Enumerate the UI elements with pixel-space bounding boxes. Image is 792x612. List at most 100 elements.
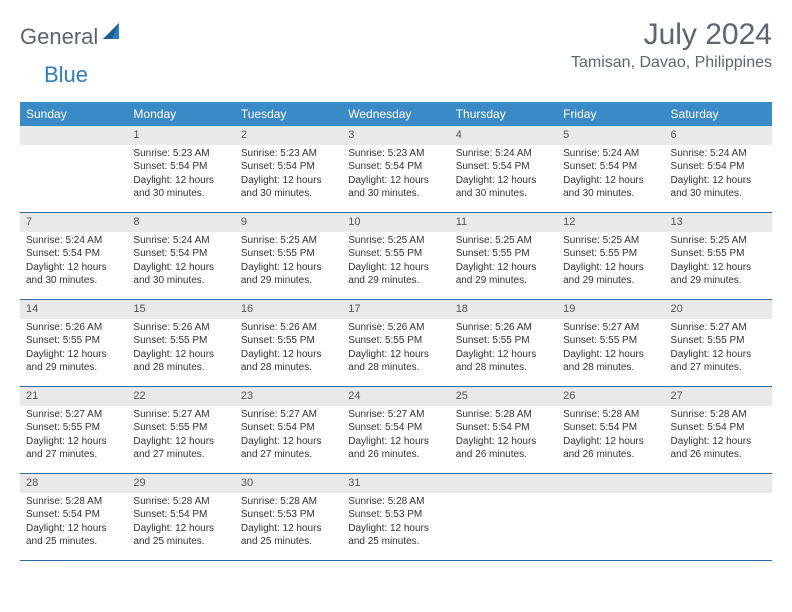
day-cell: 18Sunrise: 5:26 AMSunset: 5:55 PMDayligh… bbox=[450, 300, 557, 386]
day-cell: 23Sunrise: 5:27 AMSunset: 5:54 PMDayligh… bbox=[235, 387, 342, 473]
sunrise-text: Sunrise: 5:28 AM bbox=[348, 495, 443, 509]
sunset-text: Sunset: 5:54 PM bbox=[241, 421, 336, 435]
day-number: 10 bbox=[342, 213, 449, 232]
day-details: Sunrise: 5:27 AMSunset: 5:55 PMDaylight:… bbox=[20, 406, 127, 468]
day-cell: 22Sunrise: 5:27 AMSunset: 5:55 PMDayligh… bbox=[127, 387, 234, 473]
day-number: 7 bbox=[20, 213, 127, 232]
sunrise-text: Sunrise: 5:28 AM bbox=[671, 408, 766, 422]
day-cell: 3 Sunrise: 5:23 AMSunset: 5:54 PMDaylight… bbox=[342, 126, 449, 212]
daylight-text: Daylight: 12 hours and 28 minutes. bbox=[348, 348, 443, 375]
day-number: 29 bbox=[127, 474, 234, 493]
day-details: Sunrise: 5:26 AMSunset: 5:55 PMDaylight:… bbox=[20, 319, 127, 381]
day-details: Sunrise: 5:28 AMSunset: 5:54 PMDaylight:… bbox=[20, 493, 127, 555]
daylight-text: Daylight: 12 hours and 30 minutes. bbox=[133, 261, 228, 288]
daylight-text: Daylight: 12 hours and 26 minutes. bbox=[563, 435, 658, 462]
day-number: 27 bbox=[665, 387, 772, 406]
logo-text-general: General bbox=[20, 24, 98, 50]
sunrise-text: Sunrise: 5:27 AM bbox=[133, 408, 228, 422]
day-cell: 13Sunrise: 5:25 AMSunset: 5:55 PMDayligh… bbox=[665, 213, 772, 299]
day-number: 24 bbox=[342, 387, 449, 406]
day-number: 11 bbox=[450, 213, 557, 232]
day-details: Sunrise: 5:27 AMSunset: 5:54 PMDaylight:… bbox=[342, 406, 449, 468]
sunrise-text: Sunrise: 5:28 AM bbox=[456, 408, 551, 422]
sunset-text: Sunset: 5:54 PM bbox=[133, 508, 228, 522]
sunset-text: Sunset: 5:55 PM bbox=[671, 247, 766, 261]
sunset-text: Sunset: 5:55 PM bbox=[563, 334, 658, 348]
sunset-text: Sunset: 5:53 PM bbox=[241, 508, 336, 522]
day-cell: 4Sunrise: 5:24 AMSunset: 5:54 PMDaylight… bbox=[450, 126, 557, 212]
calendar: Sunday Monday Tuesday Wednesday Thursday… bbox=[20, 102, 772, 561]
day-number: 18 bbox=[450, 300, 557, 319]
day-number: 3 bbox=[342, 126, 449, 145]
day-number: 16 bbox=[235, 300, 342, 319]
logo-sail-icon bbox=[103, 23, 123, 46]
sunset-text: Sunset: 5:55 PM bbox=[563, 247, 658, 261]
weekday-header: Saturday bbox=[665, 102, 772, 126]
sunset-text: Sunset: 5:55 PM bbox=[241, 334, 336, 348]
weekday-header-row: Sunday Monday Tuesday Wednesday Thursday… bbox=[20, 102, 772, 126]
day-number: 6 bbox=[665, 126, 772, 145]
daylight-text: Daylight: 12 hours and 28 minutes. bbox=[456, 348, 551, 375]
day-cell: 1Sunrise: 5:23 AMSunset: 5:54 PMDaylight… bbox=[127, 126, 234, 212]
day-cell: 17Sunrise: 5:26 AMSunset: 5:55 PMDayligh… bbox=[342, 300, 449, 386]
day-number: 1 bbox=[127, 126, 234, 145]
day-number: 14 bbox=[20, 300, 127, 319]
sunset-text: Sunset: 5:54 PM bbox=[348, 160, 443, 174]
day-details: Sunrise: 5:24 AMSunset: 5:54 PMDaylight:… bbox=[665, 145, 772, 207]
sunrise-text: Sunrise: 5:23 AM bbox=[133, 147, 228, 161]
sunrise-text: Sunrise: 5:26 AM bbox=[456, 321, 551, 335]
day-cell: 12Sunrise: 5:25 AMSunset: 5:55 PMDayligh… bbox=[557, 213, 664, 299]
sunrise-text: Sunrise: 5:26 AM bbox=[241, 321, 336, 335]
daylight-text: Daylight: 12 hours and 28 minutes. bbox=[133, 348, 228, 375]
day-cell: 9Sunrise: 5:25 AMSunset: 5:55 PMDaylight… bbox=[235, 213, 342, 299]
day-number: 15 bbox=[127, 300, 234, 319]
daylight-text: Daylight: 12 hours and 30 minutes. bbox=[348, 174, 443, 201]
title-block: July 2024 Tamisan, Davao, Philippines bbox=[571, 18, 772, 72]
sunrise-text: Sunrise: 5:28 AM bbox=[563, 408, 658, 422]
day-details: Sunrise: 5:24 AMSunset: 5:54 PMDaylight:… bbox=[450, 145, 557, 207]
day-details: Sunrise: 5:28 AMSunset: 5:54 PMDaylight:… bbox=[665, 406, 772, 468]
sunrise-text: Sunrise: 5:24 AM bbox=[133, 234, 228, 248]
daylight-text: Daylight: 12 hours and 27 minutes. bbox=[241, 435, 336, 462]
day-cell: 19Sunrise: 5:27 AMSunset: 5:55 PMDayligh… bbox=[557, 300, 664, 386]
day-cell: 29Sunrise: 5:28 AMSunset: 5:54 PMDayligh… bbox=[127, 474, 234, 560]
sunset-text: Sunset: 5:54 PM bbox=[563, 160, 658, 174]
day-number: 17 bbox=[342, 300, 449, 319]
sunset-text: Sunset: 5:55 PM bbox=[348, 334, 443, 348]
day-details: Sunrise: 5:23 AMSunset: 5:54 PMDaylight:… bbox=[235, 145, 342, 207]
day-number: 25 bbox=[450, 387, 557, 406]
day-cell: 21Sunrise: 5:27 AMSunset: 5:55 PMDayligh… bbox=[20, 387, 127, 473]
sunrise-text: Sunrise: 5:23 AM bbox=[348, 147, 443, 161]
sunset-text: Sunset: 5:54 PM bbox=[456, 160, 551, 174]
daylight-text: Daylight: 12 hours and 26 minutes. bbox=[671, 435, 766, 462]
sunrise-text: Sunrise: 5:27 AM bbox=[26, 408, 121, 422]
daylight-text: Daylight: 12 hours and 29 minutes. bbox=[671, 261, 766, 288]
day-cell: 31Sunrise: 5:28 AMSunset: 5:53 PMDayligh… bbox=[342, 474, 449, 560]
day-cell: 30Sunrise: 5:28 AMSunset: 5:53 PMDayligh… bbox=[235, 474, 342, 560]
day-number: 8 bbox=[127, 213, 234, 232]
daylight-text: Daylight: 12 hours and 27 minutes. bbox=[26, 435, 121, 462]
weekday-header: Friday bbox=[557, 102, 664, 126]
day-cell: 15Sunrise: 5:26 AMSunset: 5:55 PMDayligh… bbox=[127, 300, 234, 386]
sunrise-text: Sunrise: 5:23 AM bbox=[241, 147, 336, 161]
daylight-text: Daylight: 12 hours and 28 minutes. bbox=[563, 348, 658, 375]
day-cell: 20Sunrise: 5:27 AMSunset: 5:55 PMDayligh… bbox=[665, 300, 772, 386]
sunset-text: Sunset: 5:53 PM bbox=[348, 508, 443, 522]
day-number: 31 bbox=[342, 474, 449, 493]
weekday-header: Monday bbox=[127, 102, 234, 126]
daylight-text: Daylight: 12 hours and 30 minutes. bbox=[133, 174, 228, 201]
day-cell: 25Sunrise: 5:28 AMSunset: 5:54 PMDayligh… bbox=[450, 387, 557, 473]
sunset-text: Sunset: 5:55 PM bbox=[26, 421, 121, 435]
daylight-text: Daylight: 12 hours and 29 minutes. bbox=[456, 261, 551, 288]
daylight-text: Daylight: 12 hours and 30 minutes. bbox=[563, 174, 658, 201]
sunrise-text: Sunrise: 5:27 AM bbox=[563, 321, 658, 335]
day-number: 22 bbox=[127, 387, 234, 406]
day-details: Sunrise: 5:27 AMSunset: 5:55 PMDaylight:… bbox=[557, 319, 664, 381]
daylight-text: Daylight: 12 hours and 30 minutes. bbox=[456, 174, 551, 201]
daylight-text: Daylight: 12 hours and 28 minutes. bbox=[241, 348, 336, 375]
sunrise-text: Sunrise: 5:24 AM bbox=[456, 147, 551, 161]
sunrise-text: Sunrise: 5:25 AM bbox=[241, 234, 336, 248]
day-details: Sunrise: 5:23 AMSunset: 5:54 PMDaylight:… bbox=[127, 145, 234, 207]
sunrise-text: Sunrise: 5:24 AM bbox=[563, 147, 658, 161]
day-details: Sunrise: 5:28 AMSunset: 5:53 PMDaylight:… bbox=[342, 493, 449, 555]
